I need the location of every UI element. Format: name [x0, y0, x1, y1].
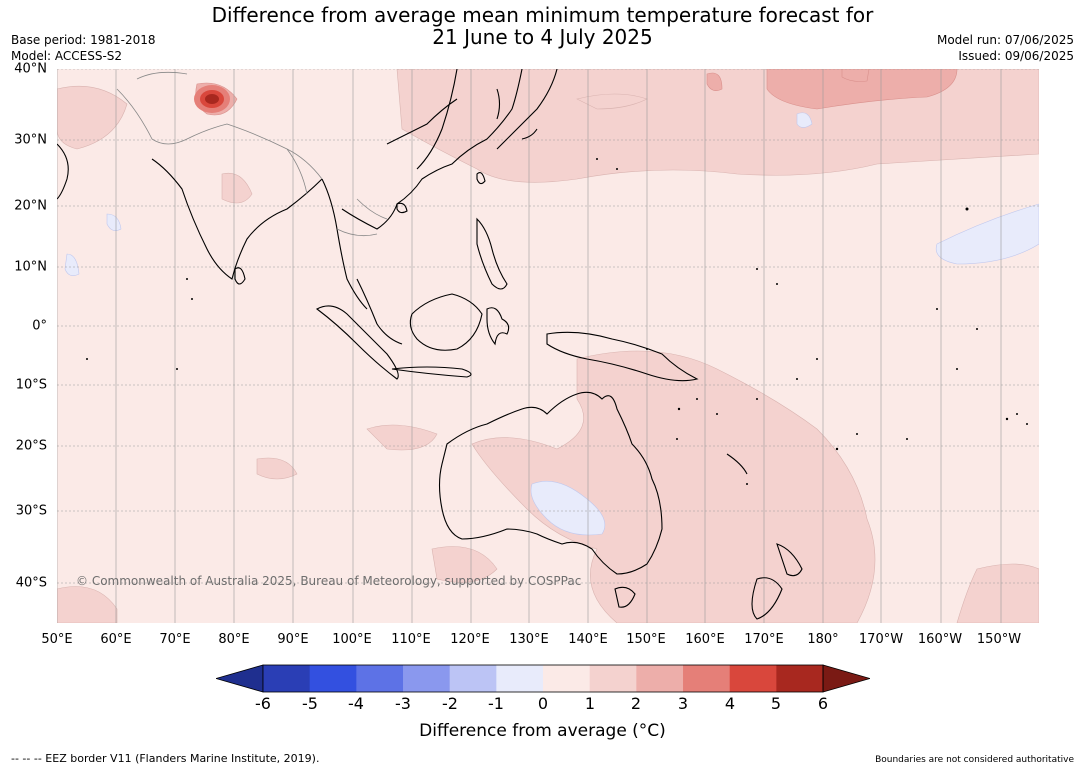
lon-label: 100°E: [332, 632, 372, 647]
colorbar-swatch: [309, 665, 357, 692]
lon-label: 60°E: [100, 632, 132, 647]
lon-label: 80°E: [218, 632, 250, 647]
colorbar-swatch: [636, 665, 684, 692]
coast-new-guinea: [546, 331, 699, 382]
lat-label: 20°N: [14, 198, 47, 214]
coast-srilanka: [234, 267, 246, 285]
colorbar-tick: -3: [395, 694, 411, 713]
colorbar-swatch: [776, 665, 824, 692]
colorbar-label: Difference from average (°C): [419, 721, 666, 741]
anomaly-neg-region: [64, 112, 1039, 536]
colorbar-tick: 1: [584, 694, 596, 713]
boundaries-note: Boundaries are not considered authoritat…: [875, 755, 1074, 765]
map-panel[interactable]: © Commonwealth of Australia 2025, Bureau…: [57, 69, 1039, 623]
colorbar-swatch: [356, 665, 404, 692]
colorbar-tick: 4: [724, 694, 736, 713]
coast-java: [391, 366, 472, 378]
title-line-2: 21 June to 4 July 2025: [432, 25, 653, 49]
coast-china: [386, 69, 458, 170]
lon-label: 130°E: [509, 632, 549, 647]
grid-lines: [57, 69, 1039, 623]
lon-label: 110°E: [391, 632, 431, 647]
lat-label: 10°S: [15, 377, 47, 393]
colorbar-extend-low: [216, 664, 264, 693]
lon-label: 150°E: [626, 632, 666, 647]
lon-label: 150°W: [976, 632, 1022, 647]
coast-japan: [496, 69, 558, 150]
colorbar-tick: -2: [442, 694, 458, 713]
lon-label: 160°W: [917, 632, 963, 647]
colorbar-tick: -6: [255, 694, 271, 713]
colorbar-swatch: [263, 665, 311, 692]
colorbar-tick: -4: [348, 694, 364, 713]
coast-new-zealand: [751, 543, 803, 620]
lat-label: 10°N: [14, 259, 47, 275]
colorbar-tick: 3: [677, 694, 689, 713]
coast-taiwan: [476, 172, 486, 185]
colorbar-swatch: [589, 665, 637, 692]
colorbar-tick: 6: [817, 694, 829, 713]
colorbar-swatch: [449, 665, 497, 692]
copyright-notice: © Commonwealth of Australia 2025, Bureau…: [76, 574, 582, 588]
lat-label: 30°N: [14, 132, 47, 148]
colorbar-swatch: [496, 665, 544, 692]
coast-myanmar-indochina: [321, 69, 523, 310]
anomaly-1-2-region: [57, 69, 1039, 623]
lon-label: 170°E: [744, 632, 784, 647]
colorbar-swatch: [403, 665, 451, 692]
lat-label: 20°S: [15, 438, 47, 454]
colorbar-tick: 5: [770, 694, 782, 713]
lon-label: 50°E: [41, 632, 73, 647]
colorbar-swatches: [216, 664, 870, 693]
colorbar-tick: 0: [537, 694, 549, 713]
meta-right: Model run: 07/06/2025 Issued: 09/06/2025: [937, 32, 1074, 64]
coast-sulawesi: [486, 307, 510, 346]
meta-left: Base period: 1981-2018 Model: ACCESS-S2: [11, 32, 156, 64]
colorbar-tick: 2: [630, 694, 642, 713]
colorbar-tick: -1: [488, 694, 504, 713]
coast-new-caledonia: [726, 453, 748, 475]
model-run: Model run: 07/06/2025: [936, 33, 1074, 47]
coastlines: [57, 69, 803, 620]
lon-label: 120°E: [450, 632, 490, 647]
colorbar: [216, 664, 870, 693]
colorbar-tick: -5: [302, 694, 318, 713]
country-boundaries: [116, 71, 388, 237]
model-name: Model: ACCESS-S2: [11, 49, 123, 63]
coast-australia: [438, 391, 663, 575]
coast-philippines: [476, 217, 508, 290]
colorbar-swatch: [543, 665, 591, 692]
lat-label: 0°: [32, 318, 47, 334]
coast-malay-peninsula: [356, 278, 403, 345]
chart-title: Difference from average mean minimum tem…: [0, 4, 1085, 48]
colorbar-swatch: [729, 665, 777, 692]
colorbar-frame: [262, 664, 824, 693]
colorbar-extend-high: [822, 664, 870, 693]
eez-note: -- -- -- EEZ border V11 (Flanders Marine…: [11, 752, 320, 765]
lon-label: 170°W: [858, 632, 904, 647]
lon-label: 70°E: [159, 632, 191, 647]
coast-borneo: [409, 293, 483, 351]
lon-label: 160°E: [685, 632, 725, 647]
lat-label: 40°N: [14, 61, 47, 77]
lon-label: 140°E: [568, 632, 608, 647]
anomaly-hotspot: [194, 85, 230, 113]
base-period: Base period: 1981-2018: [11, 33, 156, 47]
lon-label: 90°E: [277, 632, 309, 647]
coast-india: [151, 158, 323, 280]
coast-sumatra: [315, 305, 399, 380]
anomaly-2-3-region: [195, 69, 958, 116]
small-islands: [86, 158, 1028, 485]
coast-arabia: [57, 143, 69, 200]
colorbar-swatch: [683, 665, 731, 692]
lat-label: 30°S: [15, 503, 47, 519]
map-svg: [57, 69, 1039, 623]
coast-korea: [496, 88, 501, 120]
coast-hainan: [396, 202, 408, 214]
issued-date: Issued: 09/06/2025: [958, 49, 1074, 63]
title-line-1: Difference from average mean minimum tem…: [211, 3, 874, 27]
lon-label: 180°: [807, 632, 839, 647]
coast-tasmania: [614, 586, 636, 608]
lat-label: 40°S: [15, 575, 47, 591]
